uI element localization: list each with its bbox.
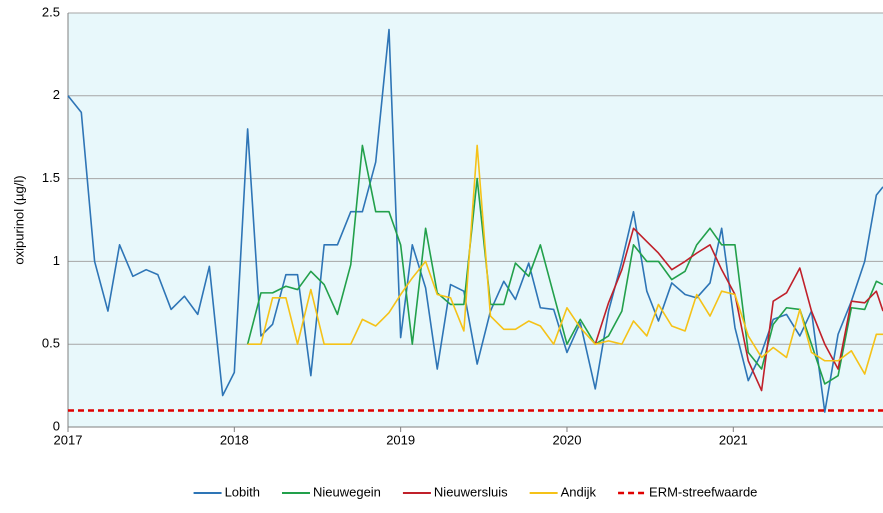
legend-label: Lobith	[225, 484, 260, 499]
y-tick-label: 0.5	[42, 336, 60, 351]
legend-label: ERM-streefwaarde	[649, 484, 757, 499]
x-tick-label: 2018	[220, 432, 249, 447]
x-tick-label: 2017	[54, 432, 83, 447]
series-line	[247, 144, 883, 375]
x-tick-label: 2020	[553, 432, 582, 447]
y-axis-label: oxipurinol (µg/l)	[11, 175, 26, 264]
plot-area	[68, 13, 883, 427]
x-tick-label: 2021	[719, 432, 748, 447]
y-tick-label: 2.5	[42, 4, 60, 19]
y-tick-label: 1.5	[42, 170, 60, 185]
series-line	[594, 227, 883, 392]
legend-label: Nieuwersluis	[434, 484, 508, 499]
y-tick-label: 2	[53, 87, 60, 102]
y-tick-label: 1	[53, 253, 60, 268]
x-tick-label: 2019	[386, 432, 415, 447]
series-line	[246, 144, 883, 385]
legend-label: Andijk	[561, 484, 597, 499]
legend-label: Nieuwegein	[313, 484, 381, 499]
y-tick-label: 0	[53, 418, 60, 433]
